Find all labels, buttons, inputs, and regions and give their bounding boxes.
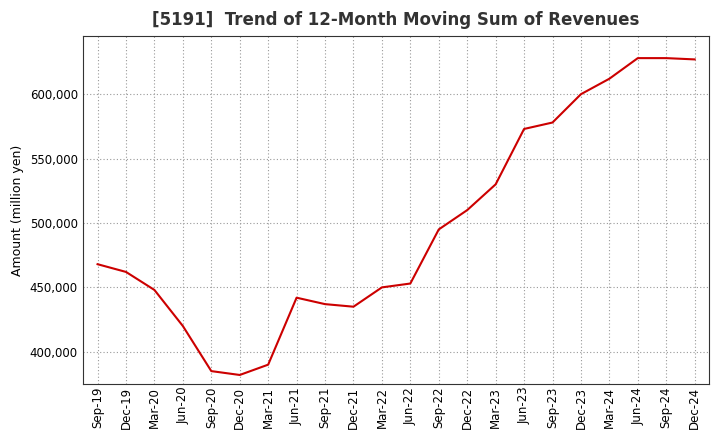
Y-axis label: Amount (million yen): Amount (million yen) [11, 144, 24, 276]
Title: [5191]  Trend of 12-Month Moving Sum of Revenues: [5191] Trend of 12-Month Moving Sum of R… [153, 11, 640, 29]
